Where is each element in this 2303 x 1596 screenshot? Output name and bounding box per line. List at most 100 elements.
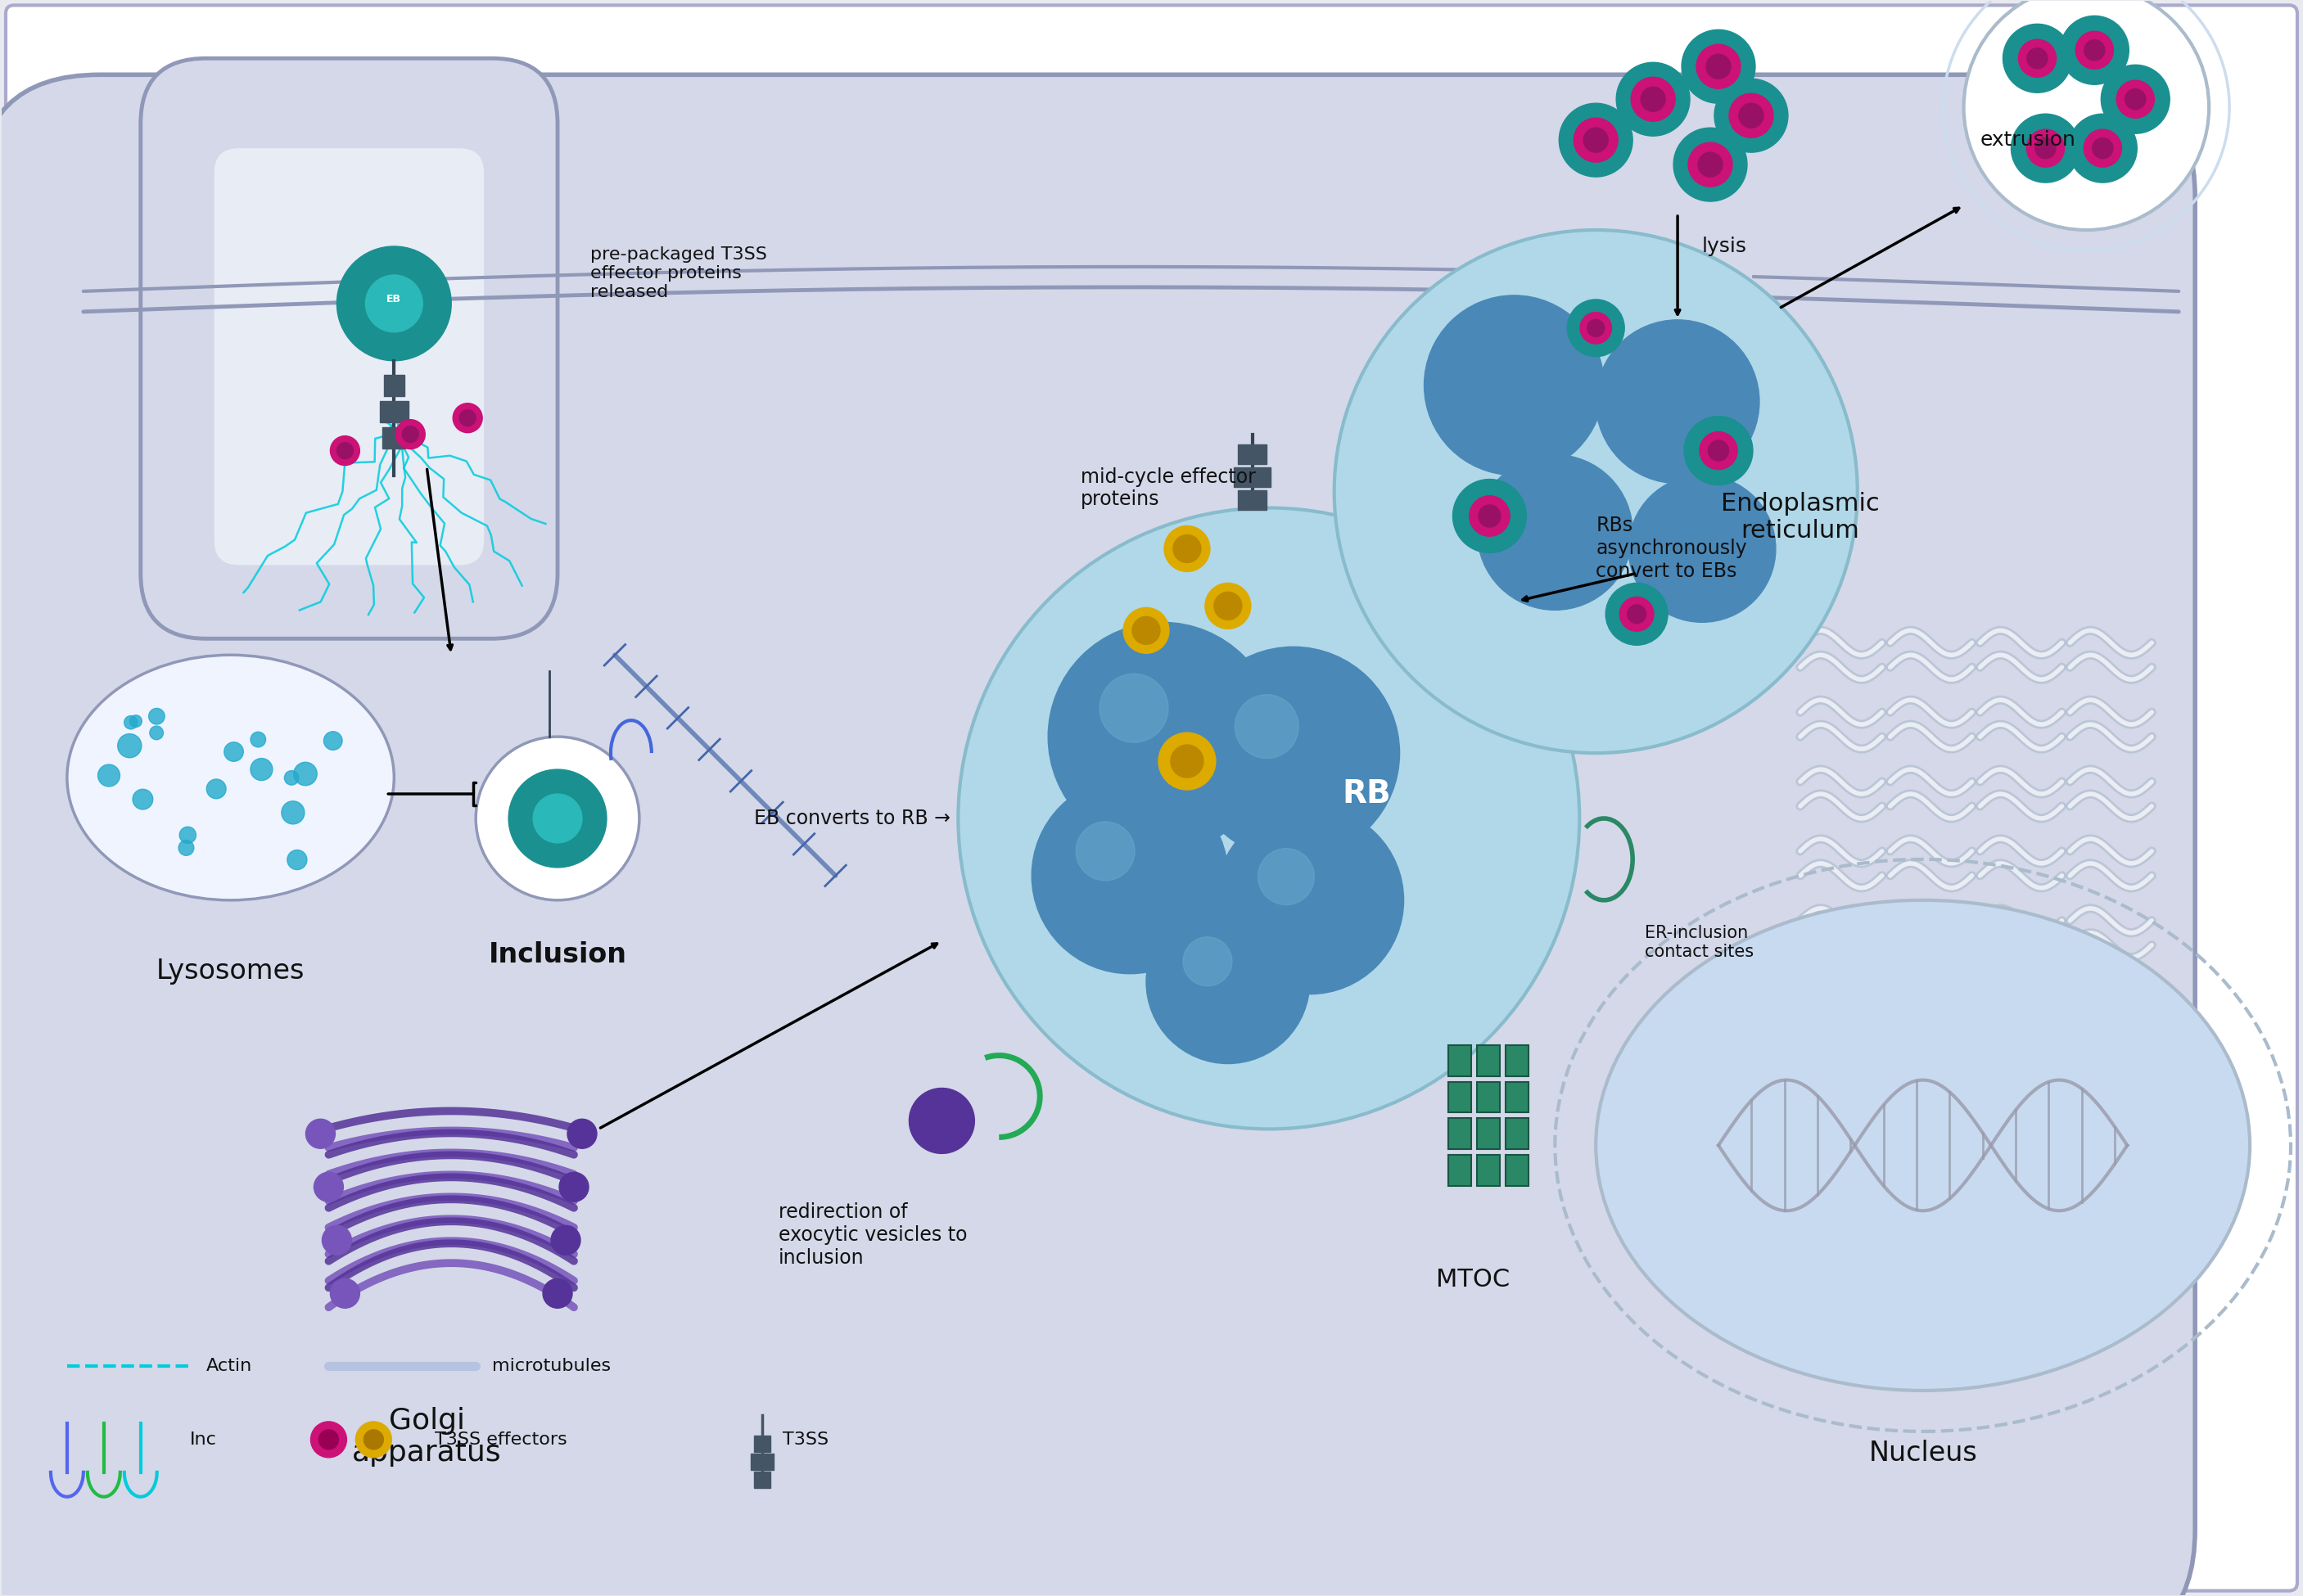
- Circle shape: [129, 715, 143, 728]
- Circle shape: [207, 779, 226, 798]
- Circle shape: [2084, 129, 2121, 168]
- Circle shape: [2126, 89, 2146, 110]
- Circle shape: [477, 737, 640, 900]
- Circle shape: [251, 733, 265, 747]
- Text: RBs
asynchronously
convert to EBs: RBs asynchronously convert to EBs: [1596, 516, 1748, 581]
- Circle shape: [1172, 535, 1200, 563]
- FancyBboxPatch shape: [140, 59, 557, 638]
- Circle shape: [1204, 583, 1251, 629]
- Ellipse shape: [67, 654, 394, 900]
- Circle shape: [2100, 65, 2169, 134]
- Text: Golgi
apparatus: Golgi apparatus: [352, 1408, 502, 1467]
- Circle shape: [1697, 152, 1723, 177]
- Bar: [753, 1472, 769, 1487]
- Bar: [1476, 1082, 1499, 1112]
- Circle shape: [1170, 745, 1204, 777]
- Text: Inclusion: Inclusion: [488, 942, 626, 969]
- Circle shape: [124, 715, 138, 729]
- Circle shape: [1568, 300, 1624, 356]
- Circle shape: [281, 801, 304, 824]
- Circle shape: [910, 1088, 974, 1154]
- Circle shape: [1333, 230, 1859, 753]
- Circle shape: [1124, 608, 1170, 653]
- Circle shape: [1573, 118, 1619, 163]
- Circle shape: [1683, 417, 1753, 485]
- Circle shape: [1469, 496, 1511, 536]
- Bar: [1449, 1045, 1472, 1076]
- Circle shape: [1099, 674, 1168, 742]
- Circle shape: [2027, 129, 2063, 168]
- Bar: [1449, 1119, 1472, 1149]
- Circle shape: [1628, 476, 1776, 622]
- Text: Inc: Inc: [189, 1432, 216, 1448]
- Circle shape: [1596, 319, 1759, 484]
- Circle shape: [1709, 440, 1730, 461]
- FancyBboxPatch shape: [5, 5, 2298, 1591]
- Circle shape: [311, 1422, 348, 1457]
- Circle shape: [1730, 94, 1773, 137]
- Bar: [1449, 1082, 1472, 1112]
- Circle shape: [2011, 113, 2080, 182]
- Circle shape: [1617, 62, 1690, 136]
- Circle shape: [1605, 583, 1667, 645]
- Circle shape: [567, 1119, 596, 1149]
- Circle shape: [1234, 694, 1299, 758]
- FancyBboxPatch shape: [0, 75, 2195, 1596]
- Circle shape: [1214, 592, 1241, 619]
- Circle shape: [1584, 128, 1607, 152]
- Circle shape: [2068, 113, 2137, 182]
- Bar: [1718, 300, 1750, 329]
- Text: EB: EB: [387, 294, 401, 305]
- Circle shape: [1476, 455, 1633, 610]
- Circle shape: [1640, 86, 1665, 112]
- Bar: [1670, 271, 1702, 300]
- Circle shape: [1587, 319, 1605, 337]
- Bar: [1476, 1119, 1499, 1149]
- Circle shape: [97, 764, 120, 787]
- Bar: [1449, 1156, 1472, 1186]
- Circle shape: [336, 442, 352, 458]
- Text: Nucleus: Nucleus: [1868, 1440, 1978, 1467]
- Circle shape: [2017, 40, 2057, 77]
- Circle shape: [318, 1430, 339, 1449]
- Circle shape: [1688, 142, 1732, 187]
- Bar: [380, 401, 408, 421]
- Circle shape: [355, 1422, 392, 1457]
- Bar: [1506, 1119, 1529, 1149]
- Circle shape: [550, 1226, 580, 1254]
- Text: MTOC: MTOC: [1437, 1267, 1511, 1291]
- Circle shape: [1147, 900, 1310, 1063]
- Text: microtubules: microtubules: [493, 1358, 610, 1374]
- Circle shape: [313, 1173, 343, 1202]
- Circle shape: [1559, 104, 1633, 177]
- Circle shape: [1076, 822, 1135, 881]
- Circle shape: [1216, 806, 1405, 994]
- Text: Lysosomes: Lysosomes: [157, 958, 304, 985]
- Circle shape: [336, 246, 451, 361]
- Circle shape: [1674, 128, 1748, 201]
- Text: Endoplasmic
reticulum: Endoplasmic reticulum: [1720, 492, 1879, 543]
- Circle shape: [1628, 605, 1647, 624]
- Bar: [751, 1454, 774, 1470]
- Circle shape: [544, 1278, 571, 1309]
- Circle shape: [532, 793, 583, 843]
- Bar: [1476, 1045, 1499, 1076]
- Ellipse shape: [1596, 900, 2250, 1390]
- Circle shape: [509, 769, 606, 868]
- Circle shape: [2027, 48, 2047, 69]
- Circle shape: [150, 726, 164, 739]
- Circle shape: [1631, 77, 1674, 121]
- Text: T3SS: T3SS: [783, 1432, 829, 1448]
- Bar: [1239, 444, 1267, 464]
- Circle shape: [2116, 80, 2153, 118]
- Circle shape: [329, 1278, 359, 1309]
- Circle shape: [283, 771, 299, 785]
- Circle shape: [1707, 54, 1732, 78]
- Circle shape: [1184, 937, 1232, 986]
- Circle shape: [1165, 525, 1209, 571]
- Bar: [1506, 1082, 1529, 1112]
- Circle shape: [1619, 597, 1654, 630]
- Circle shape: [134, 788, 152, 809]
- Circle shape: [2084, 40, 2105, 61]
- Circle shape: [322, 1226, 352, 1254]
